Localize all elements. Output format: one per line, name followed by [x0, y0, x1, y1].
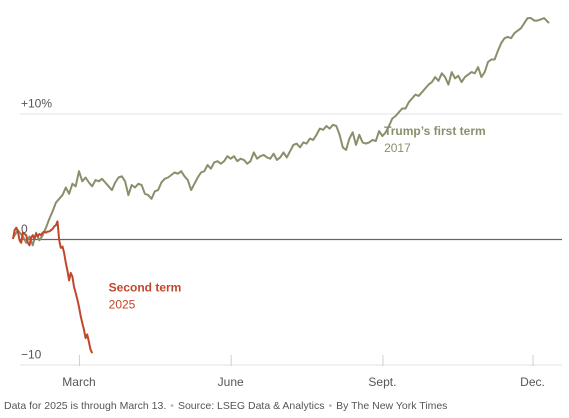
x-tick-label: March [62, 375, 95, 389]
series-year-label: 2025 [109, 298, 136, 312]
series-line-2017 [12, 17, 550, 247]
series-lines [12, 17, 550, 354]
footer-source: Source: LSEG Data & Analytics [177, 400, 325, 412]
x-tick-label: Sept. [368, 375, 396, 389]
series-labels: Trump’s first term 2017 Second term 2025 [109, 124, 486, 312]
x-tick-label: June [218, 375, 244, 389]
x-tick-label: Dec. [520, 375, 545, 389]
x-axis-labels: March June Sept. Dec. [62, 375, 545, 389]
x-axis-ticks [78, 355, 534, 366]
series-name-label: Second term [109, 281, 182, 295]
footer-separator: • [328, 400, 333, 412]
gridlines [20, 113, 562, 366]
series-year-label: 2017 [384, 141, 411, 155]
footer-credit: By The New York Times [336, 400, 448, 412]
line-chart: +10% 0 −10 March June Sept. Dec. Trump’s firs… [12, 17, 562, 389]
y-axis-labels: +10% 0 −10 [21, 97, 52, 362]
footer-separator: • [170, 400, 174, 412]
series-line-2025 [12, 220, 94, 354]
y-tick-label: 0 [21, 222, 28, 236]
y-tick-label: −10 [21, 348, 42, 362]
y-tick-label: +10% [21, 97, 52, 111]
series-name-label: Trump’s first term [384, 124, 486, 138]
chart-footer: Data for 2025 is through March 13. • Sourc… [4, 400, 447, 412]
footer-note: Data for 2025 is through March 13. [4, 400, 167, 412]
